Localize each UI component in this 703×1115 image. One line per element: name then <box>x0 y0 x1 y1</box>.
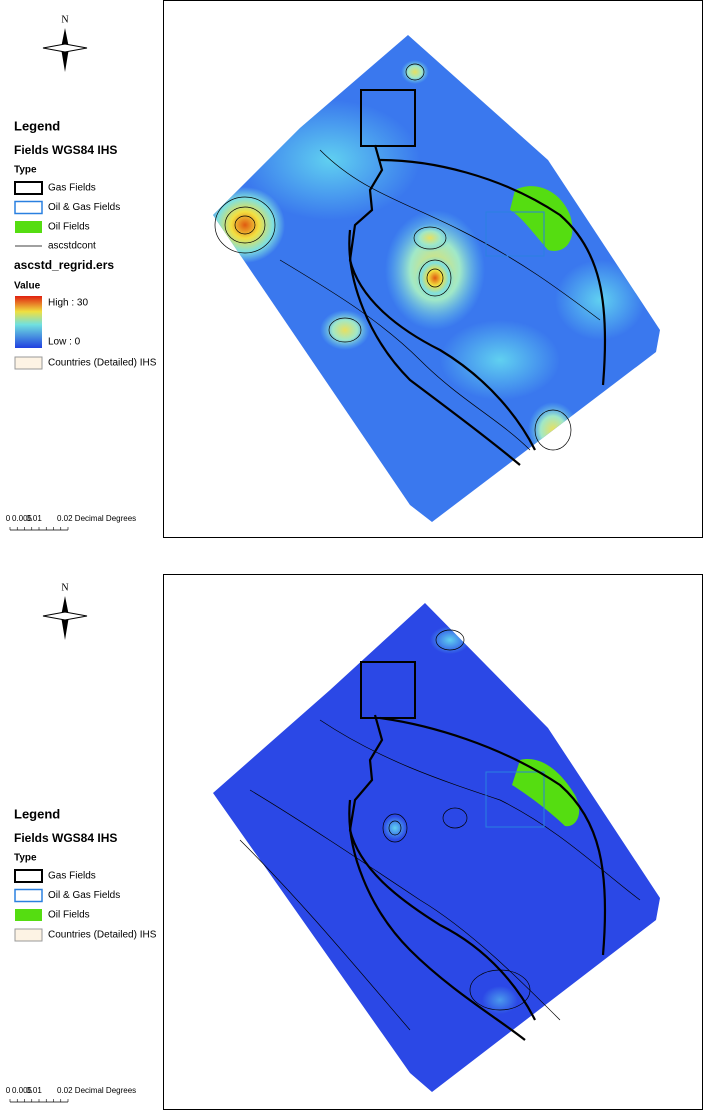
scale-label: 0.02 Decimal Degrees <box>57 514 136 523</box>
legend-layer: Fields WGS84 IHS <box>14 831 117 845</box>
legend-ramp <box>15 296 42 348</box>
legend-item: Oil & Gas Fields <box>48 202 120 213</box>
legend-item: Countries (Detailed) IHS <box>48 358 157 369</box>
legend-item: Gas Fields <box>48 871 96 882</box>
scale-label: 0.02 Decimal Degrees <box>57 1086 136 1095</box>
legend-title: Legend <box>14 806 60 821</box>
legend-swatch <box>15 221 42 233</box>
legend-heading: Type <box>14 853 37 864</box>
scale-label: 0 <box>6 514 11 523</box>
legend-swatch <box>15 182 42 194</box>
legend-swatch <box>15 870 42 882</box>
legend-swatch <box>15 929 42 941</box>
legend-item: Countries (Detailed) IHS <box>48 930 157 941</box>
legend-item: Low : 0 <box>48 337 81 348</box>
legend-item: Gas Fields <box>48 183 96 194</box>
legend-item: Oil Fields <box>48 222 90 233</box>
page: N Legend Fields WGS84 IHS Type Gas Fields Oil… <box>0 0 703 1110</box>
scale-label: 0.01 <box>26 1086 42 1095</box>
scale-label: 0 <box>6 1086 11 1095</box>
legend-swatch <box>15 357 42 369</box>
legend-layer: ascstd_regrid.ers <box>14 258 114 272</box>
legend-layer: Fields WGS84 IHS <box>14 143 117 157</box>
legend-title: Legend <box>14 118 60 133</box>
legend-heading: Value <box>14 281 41 292</box>
legend-swatch <box>15 890 42 902</box>
legend-swatch <box>15 202 42 214</box>
legend-item: Oil Fields <box>48 910 90 921</box>
scale-label: 0.01 <box>26 514 42 523</box>
north-arrow <box>43 44 87 52</box>
north-label: N <box>61 14 68 25</box>
legend-item: High : 30 <box>48 298 88 309</box>
north-label: N <box>61 582 68 593</box>
legend-heading: Type <box>14 165 37 176</box>
legend-item: ascstdcont <box>48 241 96 252</box>
legend-swatch <box>15 909 42 921</box>
legend-item: Oil & Gas Fields <box>48 890 120 901</box>
north-arrow <box>43 612 87 620</box>
